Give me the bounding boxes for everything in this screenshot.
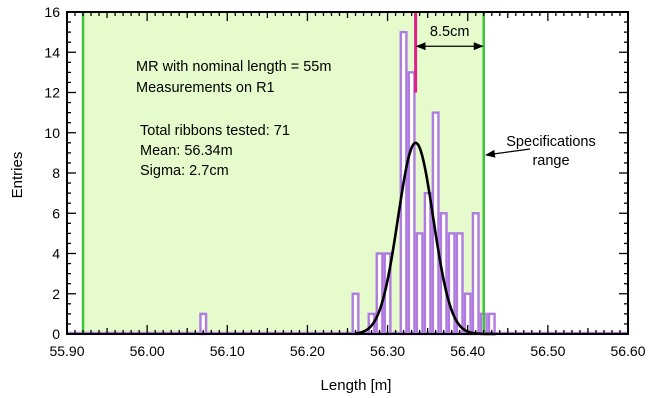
x-tick-label: 55.90 xyxy=(49,343,84,359)
annotation-stats-line3: Sigma: 2.7cm xyxy=(140,163,229,179)
y-tick-label: 16 xyxy=(44,4,60,20)
y-tick-label: 10 xyxy=(44,125,60,141)
histogram-bar xyxy=(351,292,360,336)
annotation-title-line2: Measurements on R1 xyxy=(136,80,275,96)
y-tick-label: 12 xyxy=(44,85,60,101)
histogram-bar xyxy=(423,191,432,336)
annotation-stats-line1: Total ribbons tested: 71 xyxy=(140,123,290,139)
histogram-bar xyxy=(471,212,480,336)
spec-range-label-line2: range xyxy=(532,153,569,169)
annotation-stats-line2: Mean: 56.34m xyxy=(140,143,233,159)
y-tick-label: 14 xyxy=(44,44,60,60)
y-tick-label: 4 xyxy=(52,246,60,262)
x-tick-label: 56.00 xyxy=(130,343,165,359)
x-tick-label: 56.10 xyxy=(210,343,245,359)
histogram-bar xyxy=(447,232,456,336)
spec-range-label-line1: Specifications xyxy=(506,134,595,150)
histogram-bar xyxy=(407,71,416,336)
spec-range-pointer-arrow xyxy=(485,148,531,158)
x-tick-label: 56.50 xyxy=(530,343,565,359)
gaussian-fit-curve xyxy=(355,141,496,336)
x-axis-title: Length [m] xyxy=(321,377,392,394)
span-label: 8.5cm xyxy=(430,24,470,40)
annotation-title-line1: MR with nominal length = 55m xyxy=(136,59,331,75)
x-tick-label: 56.30 xyxy=(370,343,405,359)
x-tick-label: 56.60 xyxy=(610,343,645,359)
y-tick-label: 6 xyxy=(52,205,60,221)
y-tick-label: 0 xyxy=(52,326,60,342)
histogram-bar xyxy=(455,232,464,336)
y-axis-title: Entries xyxy=(9,152,26,199)
y-tick-label: 8 xyxy=(52,165,60,181)
y-tick-label: 2 xyxy=(52,286,60,302)
x-axis-ticks: 55.90 56.00 56.10 56.20 56.30 56.40 56.50 56.60 xyxy=(49,12,646,359)
y-axis-ticks: 0 2 4 6 8 10 12 14 16 xyxy=(44,4,628,342)
histogram-bar xyxy=(375,252,384,336)
x-tick-label: 56.20 xyxy=(290,343,325,359)
histogram-bar xyxy=(415,232,424,336)
x-tick-label: 56.40 xyxy=(450,343,485,359)
